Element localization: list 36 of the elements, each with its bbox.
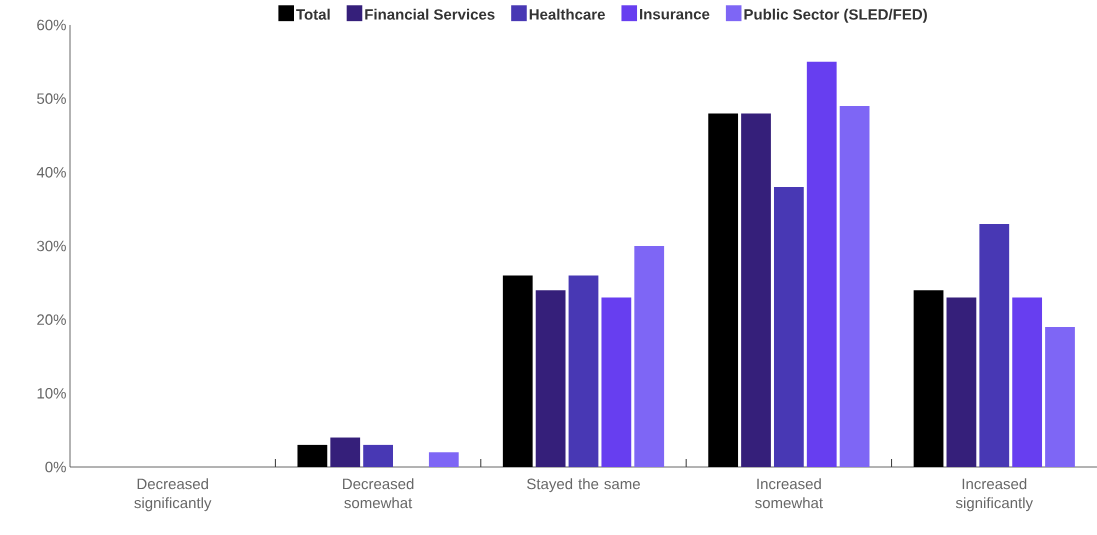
bar bbox=[1012, 297, 1043, 467]
legend-label: Healthcare bbox=[529, 8, 605, 20]
bar bbox=[330, 437, 361, 467]
legend-label: Insurance bbox=[640, 9, 710, 20]
y-tick-label: 0% bbox=[45, 461, 66, 473]
bar bbox=[741, 113, 771, 467]
bar bbox=[946, 297, 977, 467]
x-tick-label: Decreased somewhat bbox=[343, 478, 414, 509]
y-tick-label: 60% bbox=[37, 19, 66, 31]
y-tick-label: 20% bbox=[37, 314, 66, 325]
bar bbox=[601, 297, 632, 467]
bar bbox=[806, 61, 837, 467]
y-tick-label: 50% bbox=[37, 93, 66, 104]
legend-label: Public Sector (SLED/FED) bbox=[744, 8, 927, 23]
legend-label: Financial Services bbox=[365, 8, 495, 20]
bar bbox=[297, 444, 328, 467]
bar bbox=[839, 106, 870, 467]
bar bbox=[568, 275, 599, 467]
bar bbox=[428, 452, 459, 467]
y-tick-label: 30% bbox=[37, 240, 66, 252]
x-tick-label: Decreased significantly bbox=[134, 478, 212, 512]
bar bbox=[708, 113, 739, 467]
x-tick-label: Stayed the same bbox=[527, 478, 640, 493]
bar bbox=[913, 290, 944, 467]
x-tick-label: Increased somewhat bbox=[755, 478, 823, 509]
x-tick-label: Increased significantly bbox=[955, 478, 1033, 512]
bar bbox=[773, 187, 804, 467]
bar bbox=[979, 223, 1010, 467]
y-tick-label: 40% bbox=[36, 167, 66, 178]
bar bbox=[502, 275, 533, 467]
legend-label: Total bbox=[296, 8, 330, 20]
bar bbox=[535, 290, 566, 467]
bar bbox=[634, 246, 665, 467]
bar bbox=[1045, 327, 1075, 467]
y-tick-label: 10% bbox=[37, 388, 66, 399]
bar bbox=[363, 444, 393, 467]
